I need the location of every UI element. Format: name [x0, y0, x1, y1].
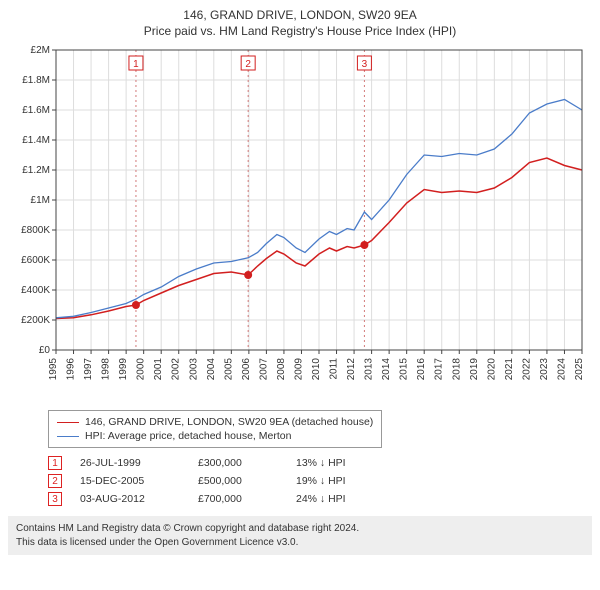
y-tick-label: £2M — [31, 45, 50, 56]
x-tick-label: 2000 — [136, 358, 147, 381]
x-tick-label: 2014 — [381, 358, 392, 381]
chart-svg: £0 £200K £400K £600K £800K £1M £1.2M £1.4M £1.6M… — [8, 44, 592, 404]
sale-date: 03-AUG-2012 — [80, 493, 180, 505]
sales-table: 1 26-JUL-1999 £300,000 13% ↓ HPI 2 15-DEC-200… — [48, 454, 592, 508]
x-tick-label: 2005 — [223, 358, 234, 381]
sale-price: £300,000 — [198, 457, 278, 469]
page-subtitle: Price paid vs. HM Land Registry's House … — [8, 24, 592, 38]
sale-marker-num: 2 — [245, 59, 251, 70]
x-tick-label: 2017 — [434, 358, 445, 381]
sale-date: 15-DEC-2005 — [80, 475, 180, 487]
price-chart: £0 £200K £400K £600K £800K £1M £1.2M £1.4M £1.6M… — [8, 44, 592, 404]
y-tick-label: £200K — [21, 315, 50, 326]
y-tick-label: £1.4M — [22, 135, 50, 146]
sale-dot — [132, 301, 140, 309]
y-tick-label: £1.6M — [22, 105, 50, 116]
x-tick-label: 1995 — [48, 358, 59, 381]
x-tick-label: 2003 — [188, 358, 199, 381]
x-tick-label: 2006 — [241, 358, 252, 381]
sale-marker-num: 3 — [362, 59, 368, 70]
legend-label: 146, GRAND DRIVE, LONDON, SW20 9EA (deta… — [85, 416, 373, 428]
x-tick-label: 2021 — [504, 358, 515, 381]
x-tick-label: 2010 — [311, 358, 322, 381]
x-tick-label: 2025 — [574, 358, 585, 381]
legend-label: HPI: Average price, detached house, Mert… — [85, 430, 291, 442]
x-tick-label: 1999 — [118, 358, 129, 381]
x-tick-label: 2020 — [486, 358, 497, 381]
sale-dot — [360, 241, 368, 249]
y-tick-label: £1.2M — [22, 165, 50, 176]
footer-line-1: Contains HM Land Registry data © Crown c… — [16, 522, 584, 536]
y-tick-label: £0 — [39, 345, 51, 356]
y-tick-label: £400K — [21, 285, 50, 296]
x-tick-label: 2013 — [364, 358, 375, 381]
x-tick-label: 1997 — [83, 358, 94, 381]
x-tick-label: 2001 — [153, 358, 164, 381]
y-tick-label: £1.8M — [22, 75, 50, 86]
page-title: 146, GRAND DRIVE, LONDON, SW20 9EA — [8, 8, 592, 22]
legend-swatch — [57, 436, 79, 437]
x-tick-label: 2023 — [539, 358, 550, 381]
sale-date: 26-JUL-1999 — [80, 457, 180, 469]
y-tick-label: £800K — [21, 225, 50, 236]
sale-num-box: 3 — [48, 492, 62, 506]
sale-row: 2 15-DEC-2005 £500,000 19% ↓ HPI — [48, 472, 592, 490]
sale-diff: 19% ↓ HPI — [296, 475, 376, 487]
x-tick-label: 2024 — [556, 358, 567, 381]
x-tick-label: 1996 — [66, 358, 77, 381]
x-tick-label: 2004 — [206, 358, 217, 381]
x-tick-label: 2002 — [171, 358, 182, 381]
sale-num-box: 2 — [48, 474, 62, 488]
legend: 146, GRAND DRIVE, LONDON, SW20 9EA (deta… — [48, 410, 382, 448]
x-tick-label: 2019 — [469, 358, 480, 381]
x-tick-label: 2007 — [258, 358, 269, 381]
sale-diff: 13% ↓ HPI — [296, 457, 376, 469]
sale-diff: 24% ↓ HPI — [296, 493, 376, 505]
sale-num-box: 1 — [48, 456, 62, 470]
sale-dot — [244, 271, 252, 279]
y-tick-label: £1M — [31, 195, 50, 206]
sale-marker-num: 1 — [133, 59, 139, 70]
sale-price: £500,000 — [198, 475, 278, 487]
x-tick-label: 2016 — [416, 358, 427, 381]
x-tick-label: 2012 — [346, 358, 357, 381]
x-tick-label: 2009 — [293, 358, 304, 381]
legend-row: 146, GRAND DRIVE, LONDON, SW20 9EA (deta… — [57, 415, 373, 429]
x-tick-label: 2022 — [521, 358, 532, 381]
y-tick-label: £600K — [21, 255, 50, 266]
sale-row: 1 26-JUL-1999 £300,000 13% ↓ HPI — [48, 454, 592, 472]
footer-attribution: Contains HM Land Registry data © Crown c… — [8, 516, 592, 555]
x-tick-label: 2018 — [451, 358, 462, 381]
x-tick-label: 2008 — [276, 358, 287, 381]
legend-row: HPI: Average price, detached house, Mert… — [57, 429, 373, 443]
sale-price: £700,000 — [198, 493, 278, 505]
x-tick-label: 2015 — [399, 358, 410, 381]
x-tick-label: 1998 — [101, 358, 112, 381]
legend-swatch — [57, 422, 79, 423]
x-tick-label: 2011 — [329, 358, 340, 380]
sale-row: 3 03-AUG-2012 £700,000 24% ↓ HPI — [48, 490, 592, 508]
footer-line-2: This data is licensed under the Open Gov… — [16, 536, 584, 550]
